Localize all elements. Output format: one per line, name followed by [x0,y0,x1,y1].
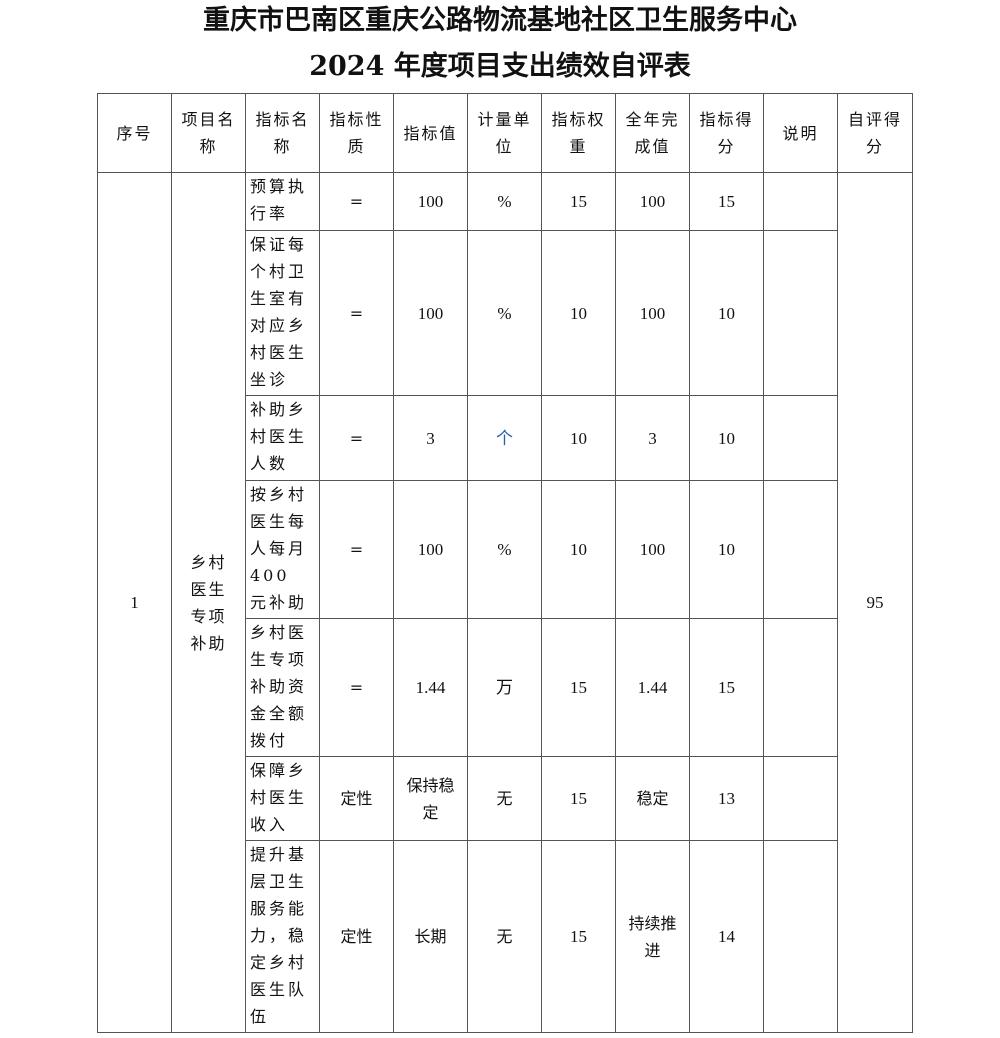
project-name-cell: 乡村医生专项补助 [171,172,246,1033]
note [763,480,838,619]
header-row: 序号 项目名称 指标名称 指标性质 指标值 计量单位 指标权重 全年完成值 指标… [97,93,913,173]
weight: 15 [541,172,616,231]
indicator-nature: 定性 [319,840,394,1033]
note [763,172,838,231]
actual: 3 [615,395,690,481]
indicator-nature: 定性 [319,756,394,841]
score: 15 [689,618,764,757]
table-row: 按乡村医生每人每月400 元补助 = 100 % 10 100 10 [98,480,913,619]
unit: % [467,480,542,619]
indicator-value: 100 [393,230,468,396]
note [763,840,838,1033]
header-unit: 计量单位 [467,93,542,173]
header-project-name: 项目名称 [171,93,246,173]
table-row: 补助乡村医生人数 = 3 个 10 3 10 [98,395,913,481]
header-indicator-name: 指标名称 [245,93,320,173]
indicator-nature: = [319,480,394,619]
performance-table: 序号 项目名称 指标名称 指标性质 指标值 计量单位 指标权重 全年完成值 指标… [97,93,913,1033]
seq-cell: 1 [97,172,172,1033]
title-line-1: 重庆市巴南区重庆公路物流基地社区卫生服务中心 [203,5,797,36]
score: 15 [689,172,764,231]
score: 10 [689,230,764,396]
weight: 10 [541,230,616,396]
note [763,756,838,841]
indicator-value: 长期 [393,840,468,1033]
header-indicator-value: 指标值 [393,93,468,173]
indicator-nature: = [319,230,394,396]
indicator-nature: = [319,395,394,481]
header-actual: 全年完成值 [615,93,690,173]
indicator-nature: = [319,618,394,757]
score: 10 [689,395,764,481]
header-weight: 指标权重 [541,93,616,173]
header-seq: 序号 [97,93,172,173]
header-score: 指标得分 [689,93,764,173]
indicator-value: 100 [393,480,468,619]
actual: 100 [615,172,690,231]
table-row: 乡村医生专项补助资金全额拨付 = 1.44 万 15 1.44 15 [98,618,913,757]
actual: 100 [615,230,690,396]
indicator-value: 1.44 [393,618,468,757]
unit: 无 [467,840,542,1033]
header-indicator-nature: 指标性质 [319,93,394,173]
indicator-name: 提升基层卫生服务能力，稳定乡村医生队伍 [245,840,320,1033]
actual: 1.44 [615,618,690,757]
indicator-value: 3 [393,395,468,481]
weight: 10 [541,480,616,619]
actual: 稳定 [615,756,690,841]
indicator-nature: = [319,172,394,231]
self-score-cell: 95 [837,172,913,1033]
actual: 持续推进 [615,840,690,1033]
note [763,618,838,757]
note [763,395,838,481]
indicator-name: 保证每个村卫生室有对应乡村医生坐诊 [245,230,320,396]
unit: 个 [467,395,542,481]
table-row: 保障乡村医生收入 定性 保持稳定 无 15 稳定 13 [98,756,913,841]
indicator-name: 预算执行率 [245,172,320,231]
header-note: 说明 [763,93,838,173]
indicator-name: 补助乡村医生人数 [245,395,320,481]
weight: 15 [541,756,616,841]
indicator-value: 保持稳定 [393,756,468,841]
weight: 15 [541,840,616,1033]
unit: 万 [467,618,542,757]
indicator-value: 100 [393,172,468,231]
score: 14 [689,840,764,1033]
indicator-name: 保障乡村医生收入 [245,756,320,841]
table-row: 保证每个村卫生室有对应乡村医生坐诊 = 100 % 10 100 10 [98,230,913,396]
note [763,230,838,396]
indicator-name: 按乡村医生每人每月400 元补助 [245,480,320,619]
unit: % [467,172,542,231]
indicator-name: 乡村医生专项补助资金全额拨付 [245,618,320,757]
title-line-2: 2024 年度项目支出绩效自评表 [309,51,691,82]
weight: 10 [541,395,616,481]
actual: 100 [615,480,690,619]
table-row: 提升基层卫生服务能力，稳定乡村医生队伍 定性 长期 无 15 持续推进 14 [98,840,913,1033]
unit: 无 [467,756,542,841]
table-row: 1 乡村医生专项补助 预算执行率 = 100 % 15 100 15 95 [97,172,913,1033]
unit: % [467,230,542,396]
weight: 15 [541,618,616,757]
header-self-score: 自评得分 [837,93,913,173]
score: 13 [689,756,764,841]
score: 10 [689,480,764,619]
